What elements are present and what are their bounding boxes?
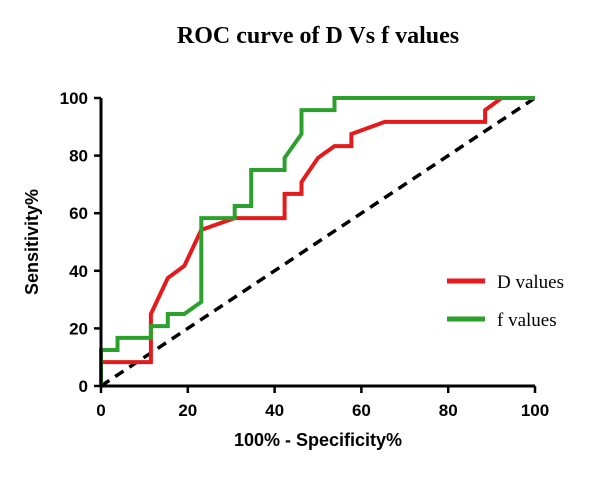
x-tick-label: 80 — [439, 401, 458, 420]
x-tick-label: 100 — [521, 401, 549, 420]
y-axis-label: Sensitivity% — [22, 189, 42, 295]
y-tick-label: 0 — [79, 377, 88, 396]
y-tick-label: 20 — [69, 319, 88, 338]
x-tick-label: 40 — [265, 401, 284, 420]
y-tick-label: 60 — [69, 204, 88, 223]
reference-diagonal-line — [100, 96, 536, 388]
legend-label-f-values: f values — [497, 310, 557, 331]
legend: D values f values — [447, 272, 564, 331]
y-tick-label: 40 — [69, 262, 88, 281]
axes — [99, 98, 535, 388]
y-tick-label: 80 — [69, 147, 88, 166]
tick-group: 0 20 40 60 80 100 0 20 40 60 80 100 — [60, 89, 550, 420]
series-line-d-values — [99, 96, 535, 386]
chart-title: ROC curve of D Vs f values — [177, 23, 459, 49]
series-line-f-values — [99, 96, 535, 386]
plot-area — [99, 96, 536, 388]
y-tick-label: 100 — [60, 89, 88, 108]
x-axis-label: 100% - Specificity% — [234, 430, 402, 450]
x-tick-label: 0 — [96, 401, 105, 420]
x-tick-label: 60 — [352, 401, 371, 420]
x-tick-label: 20 — [178, 401, 197, 420]
legend-label-d-values: D values — [497, 272, 564, 293]
